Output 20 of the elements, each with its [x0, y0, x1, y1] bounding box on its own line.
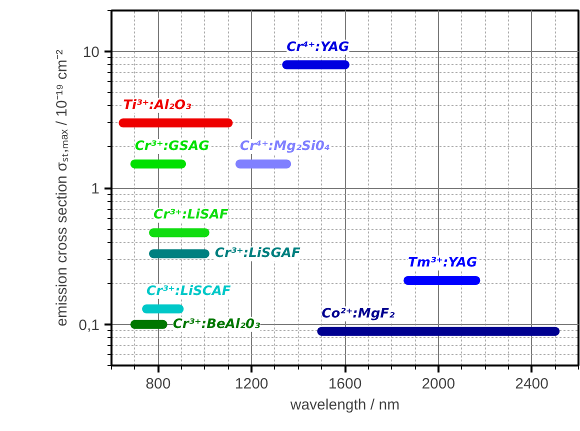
x-axis-title: wavelength / nm: [289, 396, 400, 414]
series-label: Tm³⁺:YAG: [408, 255, 478, 270]
x-tick-label: 2400: [515, 376, 548, 392]
x-tick-label: 2000: [422, 376, 456, 392]
x-tick-label: 800: [146, 376, 171, 392]
series-label: Cr³⁺:LiSCAF: [146, 284, 231, 299]
series-label: Ti³⁺:Al₂O₃: [123, 98, 192, 113]
series-label: Co²⁺:MgF₂: [322, 306, 395, 322]
y-tick-label: 1: [91, 180, 100, 198]
y-tick-label: 0,1: [78, 316, 100, 334]
series-label: Cr⁴⁺:YAG: [286, 40, 350, 55]
series-label: Cr³⁺:GSAG: [134, 138, 210, 154]
y-tick-label: 10: [82, 44, 100, 62]
series-label: Cr³⁺:LiSAF: [154, 208, 228, 223]
series-label: Cr⁴⁺:Mg₂Si0₄: [240, 138, 330, 154]
series-label: Cr³⁺:LiSGAF: [214, 246, 300, 262]
y-axis-title: emission cross section σₛₜ,ₘₐₓ / 10⁻¹⁹ cm⁻²: [54, 50, 71, 326]
x-tick-label: 1200: [234, 376, 268, 392]
x-tick-label: 1600: [328, 376, 362, 392]
series-label: Cr³⁺:BeAl₂0₃: [172, 316, 261, 332]
